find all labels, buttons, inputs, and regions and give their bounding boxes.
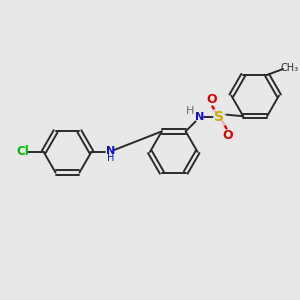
Text: N: N: [195, 112, 204, 122]
Text: O: O: [206, 93, 217, 106]
Text: O: O: [222, 129, 233, 142]
Text: H: H: [106, 153, 114, 163]
Text: N: N: [106, 146, 115, 156]
Text: CH₃: CH₃: [281, 63, 299, 73]
Text: S: S: [214, 110, 224, 124]
Text: H: H: [185, 106, 194, 116]
Text: Cl: Cl: [16, 146, 29, 158]
